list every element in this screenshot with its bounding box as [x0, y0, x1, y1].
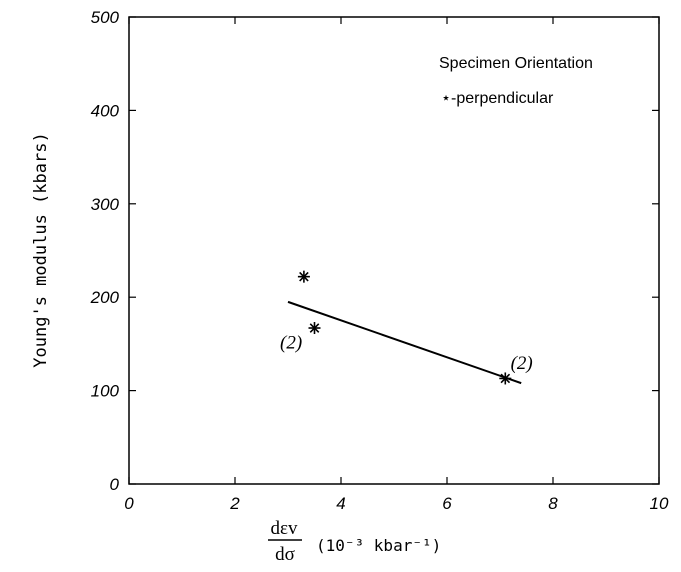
x-tick-label: 0	[124, 494, 134, 513]
x-tick-label: 6	[442, 494, 452, 513]
x-tick-label: 10	[650, 494, 669, 513]
legend-entry: ⋆-perpendicular	[441, 90, 554, 107]
point-annotation: (2)	[280, 333, 302, 354]
x-tick-label: 4	[336, 494, 345, 513]
y-tick-label: 300	[91, 195, 120, 214]
legend-title: Specimen Orientation	[439, 55, 593, 72]
y-tick-label: 0	[110, 475, 120, 494]
x-axis: 0 2 4 6 8 10	[124, 17, 669, 513]
x-axis-label-numerator: dεv	[271, 518, 298, 539]
annotations: (2) (2)	[280, 333, 533, 375]
y-tick-label: 100	[91, 382, 120, 401]
data-point	[308, 322, 321, 335]
y-axis-label: Young's modulus (kbars)	[31, 132, 51, 367]
x-tick-label: 8	[548, 494, 558, 513]
x-axis-label-denominator: dσ	[275, 544, 295, 565]
y-axis: 0 100 200 300 400 500	[90, 8, 659, 494]
data-point	[297, 270, 310, 283]
x-tick-label: 2	[229, 494, 240, 513]
plot-frame	[128, 16, 660, 485]
point-annotation: (2)	[511, 353, 533, 374]
x-axis-label-units: (10⁻³ kbar⁻¹)	[316, 536, 441, 555]
data-point	[499, 372, 512, 385]
y-tick-label: 400	[91, 101, 120, 120]
y-tick-label: 500	[91, 8, 120, 27]
data-points	[297, 270, 512, 385]
fit-line	[287, 300, 522, 385]
y-tick-label: 200	[90, 288, 120, 307]
